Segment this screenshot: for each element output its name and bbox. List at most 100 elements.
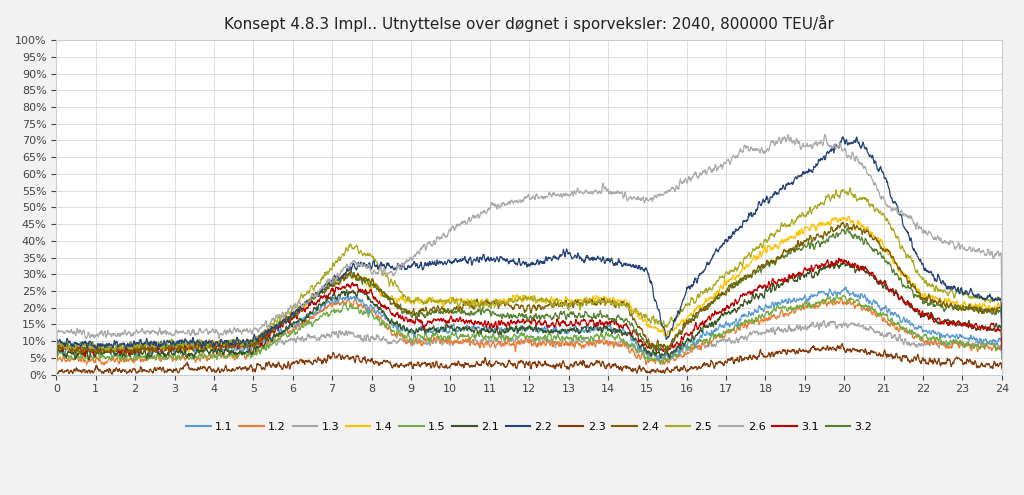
- 2.3: [710, 360, 722, 366]
- 1.3: [50, 356, 62, 362]
- Line: 2.2: 2.2: [56, 137, 1001, 352]
- 2.5: [995, 329, 1008, 335]
- Line: 1.5: 1.5: [56, 294, 1001, 365]
- 1.1: [710, 326, 722, 332]
- 1.3: [818, 318, 830, 324]
- 2.4: [50, 355, 62, 361]
- 2.6: [830, 144, 843, 150]
- 1.1: [50, 358, 62, 364]
- 2.6: [760, 148, 772, 154]
- 1.2: [761, 315, 773, 321]
- 2.2: [710, 246, 722, 252]
- 3.2: [710, 294, 722, 299]
- Line: 2.3: 2.3: [56, 344, 1001, 374]
- 3.1: [50, 354, 62, 360]
- 3.1: [830, 257, 843, 263]
- 2.4: [350, 274, 362, 280]
- 2.5: [50, 355, 62, 361]
- 1.1: [760, 303, 772, 309]
- 1.5: [761, 309, 773, 315]
- 3.2: [760, 262, 772, 268]
- 1.2: [710, 336, 722, 342]
- 1.5: [710, 333, 722, 339]
- 2.6: [350, 261, 362, 267]
- 2.4: [837, 219, 849, 225]
- 1.2: [649, 359, 662, 365]
- 3.2: [649, 343, 662, 348]
- 2.5: [844, 185, 856, 191]
- 2.6: [710, 164, 722, 170]
- 1.1: [830, 292, 843, 297]
- 1.2: [98, 362, 111, 368]
- 2.2: [837, 134, 849, 140]
- 2.5: [830, 189, 843, 195]
- Line: 1.3: 1.3: [56, 321, 1001, 359]
- 1.3: [761, 327, 773, 333]
- Line: 2.6: 2.6: [56, 135, 1001, 350]
- 3.2: [350, 277, 362, 283]
- 1.2: [836, 295, 848, 301]
- 1.1: [710, 325, 722, 331]
- 2.2: [710, 248, 722, 253]
- 2.3: [830, 347, 843, 353]
- 2.1: [838, 257, 850, 263]
- 1.2: [995, 354, 1008, 360]
- 2.1: [50, 358, 62, 364]
- 3.2: [710, 294, 722, 299]
- 3.2: [995, 333, 1008, 339]
- Line: 1.2: 1.2: [56, 298, 1001, 365]
- Line: 1.1: 1.1: [56, 287, 1001, 361]
- 1.5: [830, 292, 843, 298]
- 2.4: [649, 345, 662, 350]
- 2.5: [710, 280, 722, 286]
- 1.4: [830, 216, 843, 222]
- 2.1: [649, 350, 662, 356]
- 3.1: [710, 311, 722, 317]
- 2.6: [995, 299, 1008, 305]
- 2.6: [649, 193, 662, 199]
- 2.6: [819, 132, 831, 138]
- Line: 3.1: 3.1: [56, 258, 1001, 357]
- 2.4: [995, 334, 1008, 340]
- 1.2: [350, 299, 362, 305]
- 2.5: [649, 318, 662, 324]
- 1.5: [995, 356, 1008, 362]
- 3.1: [350, 282, 362, 288]
- 2.5: [760, 238, 772, 244]
- 2.2: [995, 327, 1008, 333]
- 2.3: [760, 353, 772, 359]
- 2.6: [710, 164, 722, 170]
- 3.2: [842, 225, 854, 231]
- Title: Konsept 4.8.3 Impl.. Utnyttelse over døgnet i sporveksler: 2040, 800000 TEU/år: Konsept 4.8.3 Impl.. Utnyttelse over døg…: [224, 15, 835, 32]
- 1.1: [840, 284, 852, 290]
- 3.1: [995, 346, 1008, 352]
- 1.4: [50, 358, 62, 364]
- 1.4: [350, 273, 362, 279]
- 1.3: [649, 352, 662, 358]
- 1.3: [830, 324, 843, 330]
- 1.1: [649, 352, 662, 358]
- 1.4: [710, 292, 722, 298]
- 1.5: [711, 333, 723, 339]
- 2.1: [995, 345, 1008, 351]
- 1.3: [350, 334, 362, 340]
- 1.5: [654, 362, 667, 368]
- 1.3: [711, 341, 723, 346]
- 1.5: [50, 360, 62, 366]
- 2.2: [649, 297, 662, 303]
- 2.2: [830, 142, 843, 148]
- Line: 2.5: 2.5: [56, 188, 1001, 358]
- 1.2: [830, 299, 843, 305]
- 1.3: [995, 354, 1008, 360]
- Line: 2.1: 2.1: [56, 260, 1001, 361]
- 2.1: [350, 294, 362, 299]
- 2.2: [760, 195, 772, 201]
- Line: 1.4: 1.4: [56, 216, 1001, 361]
- 2.3: [50, 371, 62, 377]
- 2.3: [837, 341, 849, 346]
- 3.1: [760, 283, 772, 289]
- Legend: 1.1, 1.2, 1.3, 1.4, 1.5, 2.1, 2.2, 2.3, 2.4, 2.5, 2.6, 3.1, 3.2: 1.1, 1.2, 1.3, 1.4, 1.5, 2.1, 2.2, 2.3, …: [181, 417, 877, 436]
- 2.2: [350, 266, 362, 272]
- 2.3: [710, 359, 722, 365]
- 2.6: [50, 347, 62, 353]
